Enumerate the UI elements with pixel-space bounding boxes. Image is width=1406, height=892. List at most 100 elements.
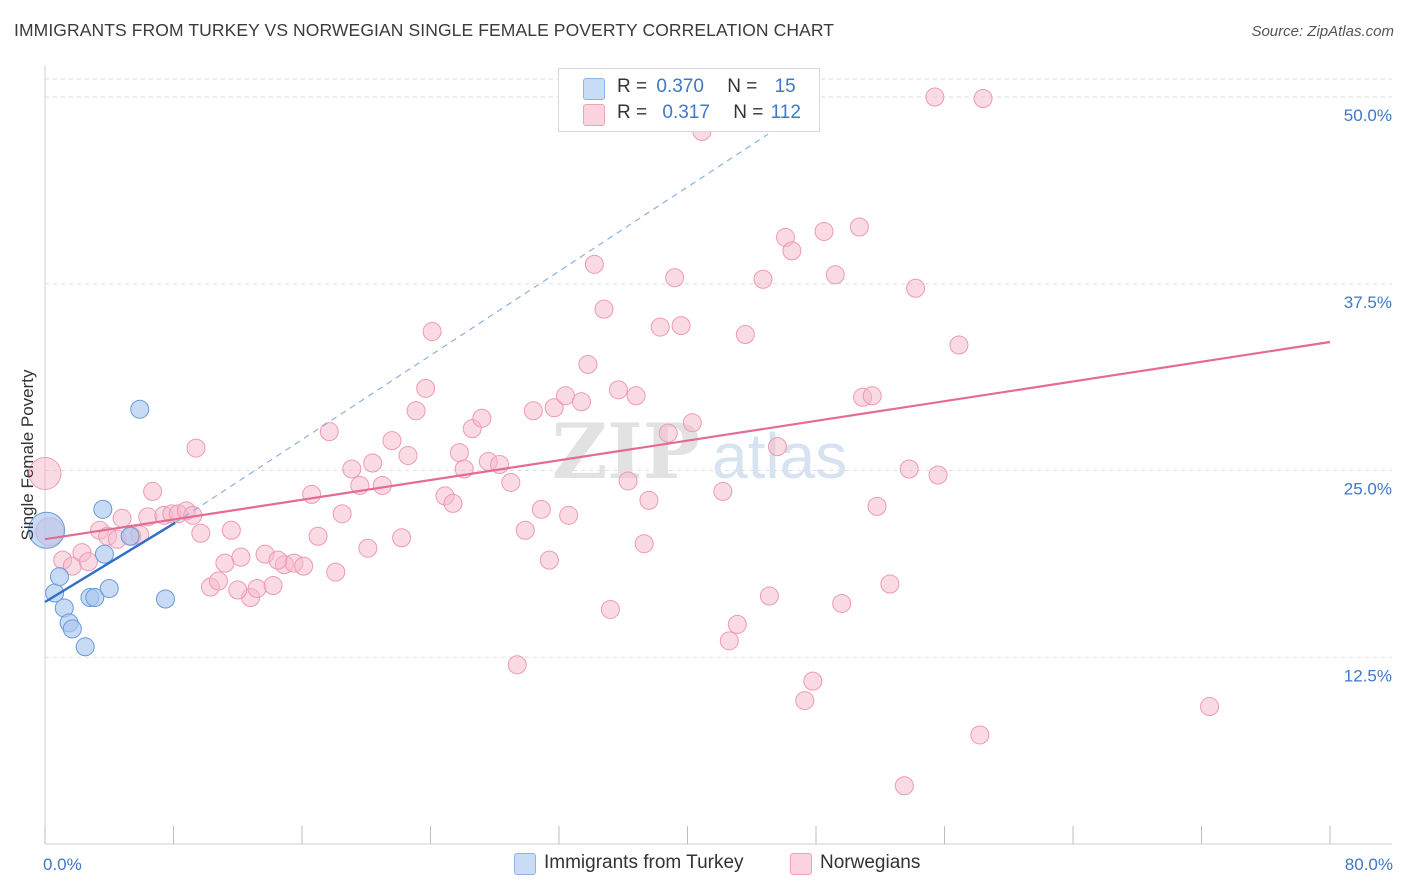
point-turkey [49,567,69,587]
point-norwegians [880,574,900,594]
point-turkey [130,399,150,419]
point-norwegians [713,481,733,501]
trend-line-turkey-extension [174,133,769,524]
legend-n-value: 112 [770,102,801,123]
legend-r-value: 0.370 [656,76,704,97]
point-norwegians [862,386,882,406]
point-norwegians [759,586,779,606]
data-points [28,87,1220,796]
point-norwegians [671,316,691,336]
series-swatch-turkey [514,853,536,875]
point-turkey [28,511,66,549]
point-norwegians [608,380,628,400]
grid-lines [45,78,1392,658]
legend-n-label: N = [733,102,764,123]
point-norwegians [767,437,787,457]
point-norwegians [515,520,535,540]
series-label-turkey: Immigrants from Turkey [544,852,744,873]
point-norwegians [416,378,436,398]
point-norwegians [618,471,638,491]
point-norwegians [825,265,845,285]
point-norwegians [803,671,823,691]
point-norwegians [906,278,926,298]
point-turkey [85,587,105,607]
trend-line-turkey [44,521,176,603]
legend-r-label: R = [617,76,648,97]
tick-labels: 12.5% 25.0% 37.5% 50.0% 0.0% 80.0% [43,106,1393,874]
point-norwegians [584,254,604,274]
point-norwegians [472,408,492,428]
point-norwegians [925,87,945,107]
axes [44,66,1392,845]
point-turkey [75,637,95,657]
correlation-legend: R = 0.370 N = 15 R = 0.317 N = 112 [558,68,820,132]
point-norwegians [539,550,559,570]
point-turkey [62,619,82,639]
point-norwegians [735,325,755,345]
point-norwegians [523,401,543,421]
point-norwegians [639,490,659,510]
y-tick-label: 50.0% [1344,106,1392,125]
point-turkey [99,579,119,599]
series-swatch-norwegians [790,853,812,875]
point-norwegians [215,553,235,573]
y-tick-label: 25.0% [1344,480,1392,499]
point-norwegians [247,579,267,599]
point-turkey [155,589,175,609]
point-norwegians [626,386,646,406]
point-norwegians [326,562,346,582]
point-norwegians [949,335,969,355]
point-norwegians [814,221,834,241]
legend-swatch-turkey [583,78,605,100]
point-norwegians [449,443,469,463]
point-norwegians [832,593,852,613]
point-norwegians [231,547,251,567]
legend-n-label: N = [727,76,758,97]
point-norwegians [634,534,654,554]
point-norwegians [544,398,564,418]
point-norwegians [443,493,463,513]
legend-r-value: 0.317 [662,102,710,123]
y-tick-label: 12.5% [1344,666,1392,685]
point-norwegians [600,599,620,619]
point-norwegians [665,268,685,288]
point-norwegians [555,386,575,406]
point-norwegians [208,571,228,591]
legend-r-label: R = [617,102,648,123]
x-tick-label: 0.0% [43,855,82,874]
watermark-atlas: atlas [712,420,847,492]
chart-title: IMMIGRANTS FROM TURKEY VS NORWEGIAN SING… [14,20,835,40]
point-norwegians [970,725,990,745]
point-norwegians [263,576,283,596]
legend-swatch-norwegians [583,104,605,126]
point-norwegians [342,459,362,479]
point-norwegians [112,508,132,528]
trend-lines [44,133,1331,603]
point-norwegians [191,523,211,543]
point-norwegians [782,241,802,261]
point-norwegians [332,504,352,524]
legend-n-value: 15 [774,76,796,97]
point-norwegians [221,520,241,540]
point-norwegians [973,88,993,108]
point-turkey [93,499,113,519]
point-norwegians [78,552,98,572]
point-norwegians [319,422,339,442]
y-tick-label: 37.5% [1344,293,1392,312]
y-axis-label: Single Female Poverty [18,369,37,541]
point-norwegians [268,550,288,570]
trend-line-norwegians [44,340,1331,541]
point-norwegians [501,472,521,492]
point-norwegians [531,499,551,519]
point-norwegians [753,269,773,289]
series-legend: Immigrants from Turkey Norwegians [0,851,1406,877]
x-tick-label: 80.0% [1345,855,1393,874]
point-turkey [120,526,140,546]
point-norwegians [899,459,919,479]
point-norwegians [650,317,670,337]
point-norwegians [398,446,418,466]
point-norwegians [358,538,378,558]
point-norwegians [594,299,614,319]
point-turkey [94,544,114,564]
